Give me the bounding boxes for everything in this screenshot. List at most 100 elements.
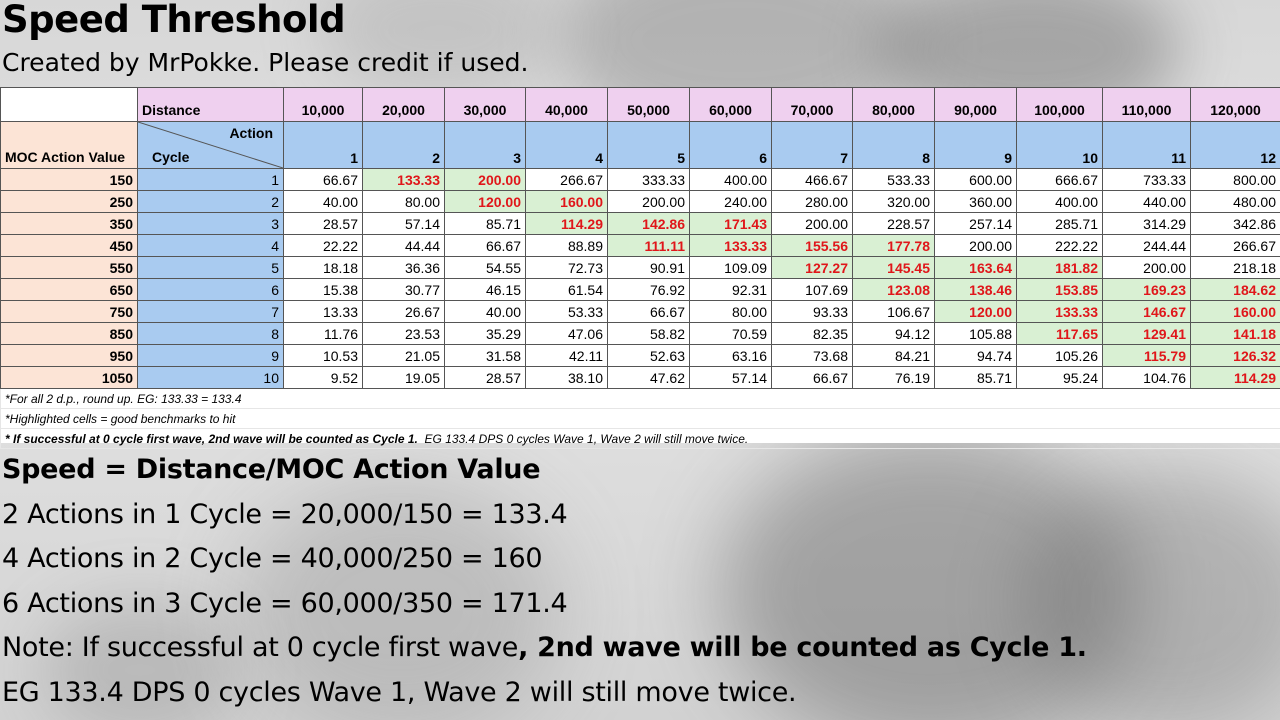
moc-value-cell: 650 [0, 278, 138, 301]
speed-value-cell: 53.33 [525, 300, 608, 323]
speed-value-cell: 57.14 [362, 212, 445, 235]
wave-note-prefix: Note: If successful at 0 cycle first wav… [2, 632, 519, 663]
speed-value-cell: 117.65 [1016, 322, 1103, 345]
corner-cell [0, 87, 138, 122]
distance-header-row: Distance 10,000 20,000 30,000 40,000 50,000 6… [0, 87, 1280, 122]
speed-value-cell: 171.43 [689, 212, 772, 235]
moc-value-cell: 150 [0, 168, 138, 191]
speed-value-cell: 85.71 [934, 366, 1017, 389]
cycle-cell: 9 [137, 344, 284, 367]
speed-value-cell: 66.67 [283, 168, 363, 191]
distance-header-12: 120,000 [1190, 87, 1280, 122]
action-label: Action [229, 125, 273, 141]
speed-value-cell: 31.58 [444, 344, 526, 367]
speed-value-cell: 155.56 [771, 234, 853, 257]
action-count-header-6: 6 [689, 121, 772, 169]
footnote: *For all 2 d.p., round up. EG: 133.33 = … [0, 388, 1280, 409]
speed-value-cell: 94.74 [934, 344, 1017, 367]
speed-value-cell: 200.00 [1102, 256, 1191, 279]
distance-header-2: 20,000 [362, 87, 445, 122]
distance-header-1: 10,000 [283, 87, 363, 122]
speed-value-cell: 54.55 [444, 256, 526, 279]
speed-value-cell: 88.89 [525, 234, 608, 257]
speed-value-cell: 177.78 [852, 234, 935, 257]
speed-value-cell: 90.91 [607, 256, 690, 279]
explanation-block: Speed = Distance/MOC Action Value 2 Acti… [2, 450, 1278, 717]
distance-header-3: 30,000 [444, 87, 526, 122]
footnote-row: * If successful at 0 cycle first wave, 2… [0, 428, 1280, 449]
speed-value-cell: 105.26 [1016, 344, 1103, 367]
speed-value-cell: 314.29 [1102, 212, 1191, 235]
action-count-header-1: 1 [283, 121, 363, 169]
speed-value-cell: 38.10 [525, 366, 608, 389]
cycle-label: Cycle [152, 149, 190, 165]
speed-value-cell: 200.00 [771, 212, 853, 235]
speed-value-cell: 40.00 [444, 300, 526, 323]
speed-value-cell: 333.33 [607, 168, 690, 191]
distance-label: Distance [137, 87, 284, 122]
footnote: *Highlighted cells = good benchmarks to … [0, 408, 1280, 429]
speed-value-cell: 11.76 [283, 322, 363, 345]
speed-value-cell: 666.67 [1016, 168, 1103, 191]
speed-value-cell: 47.62 [607, 366, 690, 389]
example-line-3: 6 Actions in 3 Cycle = 60,000/350 = 171.… [2, 587, 568, 619]
diagonal-divider [138, 122, 283, 168]
footnote: * If successful at 0 cycle first wave, 2… [0, 428, 1280, 449]
speed-value-cell: 120.00 [444, 190, 526, 213]
moc-value-cell: 250 [0, 190, 138, 213]
speed-value-cell: 80.00 [689, 300, 772, 323]
moc-value-cell: 1050 [0, 366, 138, 389]
speed-value-cell: 61.54 [525, 278, 608, 301]
speed-value-cell: 466.67 [771, 168, 853, 191]
action-count-header-8: 8 [852, 121, 935, 169]
speed-value-cell: 240.00 [689, 190, 772, 213]
footnote-text: *For all 2 d.p., round up. EG: 133.33 = … [5, 391, 242, 406]
speed-value-cell: 126.32 [1190, 344, 1280, 367]
speed-value-cell: 600.00 [934, 168, 1017, 191]
action-cycle-header: Action Cycle [137, 121, 284, 169]
table-row: 250 2 40.00 80.00 120.00 160.00 200.00 240.00 28… [0, 190, 1280, 213]
table-row: 550 5 18.18 36.36 54.55 72.73 90.91 109.09 127.2… [0, 256, 1280, 279]
speed-value-cell: 21.05 [362, 344, 445, 367]
speed-value-cell: 19.05 [362, 366, 445, 389]
distance-header-10: 100,000 [1016, 87, 1103, 122]
speed-value-cell: 80.00 [362, 190, 445, 213]
speed-value-cell: 200.00 [934, 234, 1017, 257]
formula-heading: Speed = Distance/MOC Action Value [2, 454, 541, 485]
page-subtitle: Created by MrPokke. Please credit if use… [2, 48, 529, 77]
speed-value-cell: 123.08 [852, 278, 935, 301]
speed-value-cell: 160.00 [1190, 300, 1280, 323]
speed-value-cell: 28.57 [283, 212, 363, 235]
moc-value-cell: 750 [0, 300, 138, 323]
speed-value-cell: 30.77 [362, 278, 445, 301]
speed-value-cell: 127.27 [771, 256, 853, 279]
footnote-text: *Highlighted cells = good benchmarks to … [5, 411, 236, 426]
speed-value-cell: 146.67 [1102, 300, 1191, 323]
speed-value-cell: 266.67 [1190, 234, 1280, 257]
speed-value-cell: 145.45 [852, 256, 935, 279]
speed-value-cell: 66.67 [444, 234, 526, 257]
action-count-header-7: 7 [771, 121, 853, 169]
speed-value-cell: 160.00 [525, 190, 608, 213]
speed-value-cell: 184.62 [1190, 278, 1280, 301]
speed-value-cell: 257.14 [934, 212, 1017, 235]
moc-value-cell: 550 [0, 256, 138, 279]
moc-value-cell: 450 [0, 234, 138, 257]
speed-value-cell: 105.88 [934, 322, 1017, 345]
table-row: 950 9 10.53 21.05 31.58 42.11 52.63 63.16 73.68 8… [0, 344, 1280, 367]
speed-value-cell: 36.36 [362, 256, 445, 279]
speed-value-cell: 73.68 [771, 344, 853, 367]
table-row: 750 7 13.33 26.67 40.00 53.33 66.67 80.00 93.33 1… [0, 300, 1280, 323]
speed-value-cell: 76.92 [607, 278, 690, 301]
footnote-bold: * If successful at 0 cycle first wave, 2… [5, 431, 418, 446]
speed-value-cell: 47.06 [525, 322, 608, 345]
speed-value-cell: 82.35 [771, 322, 853, 345]
speed-value-cell: 133.33 [1016, 300, 1103, 323]
speed-value-cell: 222.22 [1016, 234, 1103, 257]
moc-action-value-label: MOC Action Value [0, 121, 138, 169]
speed-value-cell: 320.00 [852, 190, 935, 213]
distance-header-5: 50,000 [607, 87, 690, 122]
page-title: Speed Threshold [2, 0, 346, 41]
speed-value-cell: 280.00 [771, 190, 853, 213]
